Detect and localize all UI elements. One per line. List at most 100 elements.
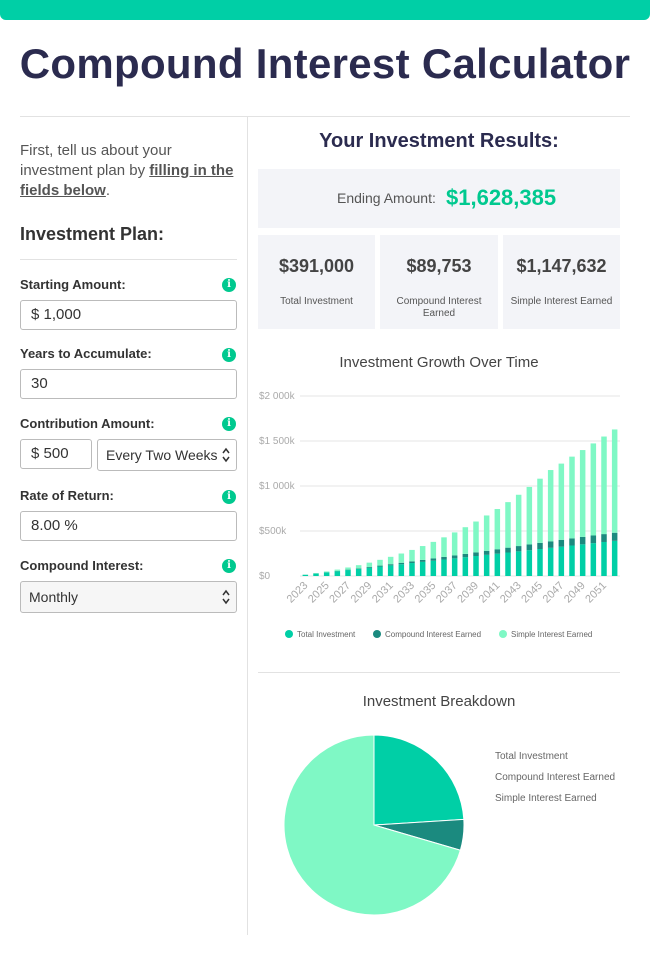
bar-segment-0[interactable] xyxy=(579,544,586,576)
bar-segment-1[interactable] xyxy=(526,544,533,551)
bar-segment-2[interactable] xyxy=(419,546,426,560)
bar-segment-1[interactable] xyxy=(611,532,618,541)
contribution-frequency-select[interactable]: Every Two Weeks xyxy=(97,439,237,471)
bar-segment-2[interactable] xyxy=(441,537,447,557)
bar-segment-0[interactable] xyxy=(441,559,447,576)
bar-segment-0[interactable] xyxy=(537,549,543,576)
bar-segment-2[interactable] xyxy=(601,436,607,535)
bar-segment-0[interactable] xyxy=(505,552,511,576)
bar-segment-1[interactable] xyxy=(483,550,490,555)
bar-segment-1[interactable] xyxy=(451,555,458,559)
bar-segment-0[interactable] xyxy=(569,545,575,576)
bar-segment-0[interactable] xyxy=(366,567,373,576)
bar-segment-2[interactable] xyxy=(547,470,554,542)
bar-segment-2[interactable] xyxy=(483,515,490,551)
bar-segment-2[interactable] xyxy=(611,429,618,533)
bar-segment-0[interactable] xyxy=(355,568,362,576)
bar-segment-0[interactable] xyxy=(483,554,490,576)
bar-segment-1[interactable] xyxy=(569,538,575,546)
rate-info-icon[interactable]: i xyxy=(222,490,236,504)
bar-segment-1[interactable] xyxy=(441,556,447,560)
bar-segment-0[interactable] xyxy=(323,572,330,576)
contribution-info-icon[interactable]: i xyxy=(222,417,236,431)
bar-segment-2[interactable] xyxy=(505,502,511,548)
bar-segment-0[interactable] xyxy=(526,550,533,576)
bar-segment-1[interactable] xyxy=(579,536,586,545)
bar-segment-0[interactable] xyxy=(398,564,405,576)
bar-segment-1[interactable] xyxy=(398,562,405,565)
bar-segment-2[interactable] xyxy=(462,527,469,554)
bar-segment-2[interactable] xyxy=(377,559,383,566)
compound-info-icon[interactable]: i xyxy=(222,559,236,573)
bar-segment-2[interactable] xyxy=(323,571,330,573)
contribution-amount-input[interactable]: $ 500 xyxy=(20,439,92,469)
bar-segment-2[interactable] xyxy=(590,443,597,536)
bar-segment-1[interactable] xyxy=(355,568,362,569)
bar-segment-0[interactable] xyxy=(601,541,607,576)
bar-segment-1[interactable] xyxy=(473,552,479,557)
bar-segment-2[interactable] xyxy=(355,565,362,569)
bar-segment-1[interactable] xyxy=(366,566,373,568)
bar-segment-2[interactable] xyxy=(387,556,394,565)
bar-segment-0[interactable] xyxy=(547,547,554,576)
starting-amount-info-icon[interactable]: i xyxy=(222,278,236,292)
bar-segment-2[interactable] xyxy=(558,463,565,540)
bar-segment-2[interactable] xyxy=(409,549,415,562)
header-divider xyxy=(20,116,630,117)
bar-segment-0[interactable] xyxy=(515,551,522,576)
bar-segment-0[interactable] xyxy=(313,573,319,576)
bar-segment-1[interactable] xyxy=(537,542,543,549)
bar-segment-0[interactable] xyxy=(345,570,351,576)
bar-segment-1[interactable] xyxy=(430,558,437,561)
bar-segment-1[interactable] xyxy=(419,559,426,562)
bar-segment-2[interactable] xyxy=(494,509,501,550)
bar-segment-0[interactable] xyxy=(473,556,479,576)
bar-segment-0[interactable] xyxy=(590,543,597,576)
bar-segment-0[interactable] xyxy=(302,574,309,576)
pie-slice-0[interactable] xyxy=(373,734,465,826)
bar-segment-0[interactable] xyxy=(611,540,618,576)
rate-input[interactable]: 8.00 % xyxy=(20,511,237,541)
bar-segment-1[interactable] xyxy=(462,553,469,558)
bar-segment-1[interactable] xyxy=(387,564,394,566)
years-input[interactable]: 30 xyxy=(20,369,237,399)
bar-segment-0[interactable] xyxy=(377,566,383,576)
bar-segment-1[interactable] xyxy=(547,541,554,548)
fill-fields-link[interactable]: filling in the fields below xyxy=(20,162,234,199)
bar-segment-1[interactable] xyxy=(515,546,522,552)
compound-frequency-select[interactable]: Monthly xyxy=(20,581,237,613)
bar-segment-2[interactable] xyxy=(526,486,533,545)
bar-segment-2[interactable] xyxy=(569,456,575,539)
years-label: Years to Accumulate: xyxy=(20,346,152,361)
bar-segment-1[interactable] xyxy=(590,535,597,544)
bar-segment-2[interactable] xyxy=(579,450,586,537)
bar-segment-1[interactable] xyxy=(494,549,501,554)
bar-segment-1[interactable] xyxy=(601,534,607,542)
starting-amount-input[interactable]: $ 1,000 xyxy=(20,300,237,330)
bar-segment-2[interactable] xyxy=(537,478,543,543)
years-info-icon[interactable]: i xyxy=(222,348,236,362)
bar-segment-2[interactable] xyxy=(345,567,351,570)
bar-segment-0[interactable] xyxy=(419,561,426,576)
bar-segment-0[interactable] xyxy=(462,557,469,576)
bar-segment-2[interactable] xyxy=(430,541,437,559)
bar-segment-2[interactable] xyxy=(473,521,479,553)
bar-segment-1[interactable] xyxy=(409,561,415,564)
x-tick-label: 2051 xyxy=(583,580,609,606)
bar-segment-0[interactable] xyxy=(387,565,394,576)
bar-segment-2[interactable] xyxy=(366,562,373,567)
bar-segment-1[interactable] xyxy=(505,547,511,553)
bar-segment-2[interactable] xyxy=(334,569,341,571)
bar-segment-1[interactable] xyxy=(558,539,565,547)
bar-segment-2[interactable] xyxy=(398,553,405,563)
bar-segment-0[interactable] xyxy=(494,553,501,576)
bar-segment-0[interactable] xyxy=(430,560,437,576)
bar-segment-2[interactable] xyxy=(451,532,458,556)
pie-slice-2[interactable] xyxy=(283,734,462,916)
bar-segment-0[interactable] xyxy=(451,558,458,576)
bar-segment-0[interactable] xyxy=(334,571,341,576)
bar-segment-0[interactable] xyxy=(409,563,415,576)
bar-segment-1[interactable] xyxy=(377,565,383,567)
bar-segment-0[interactable] xyxy=(558,546,565,576)
bar-segment-2[interactable] xyxy=(515,494,522,547)
